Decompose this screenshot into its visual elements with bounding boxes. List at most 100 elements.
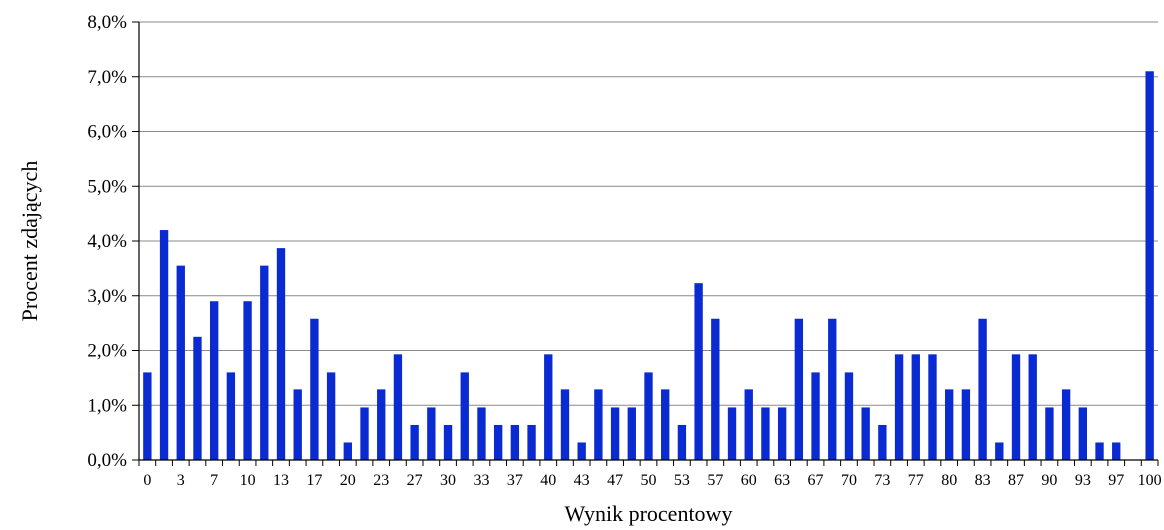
bar bbox=[878, 424, 887, 460]
x-tick-label: 77 bbox=[908, 472, 924, 489]
x-tick-label: 67 bbox=[808, 472, 824, 489]
x-tick-label: 60 bbox=[741, 472, 757, 489]
bar bbox=[627, 407, 636, 460]
bar bbox=[861, 407, 870, 460]
x-tick-label: 10 bbox=[240, 472, 256, 489]
bar bbox=[143, 372, 152, 460]
bar bbox=[260, 265, 269, 460]
bar bbox=[811, 372, 820, 460]
axes bbox=[138, 22, 1159, 466]
x-tick-label: 93 bbox=[1075, 472, 1091, 489]
bar bbox=[744, 389, 753, 460]
x-tick-label: 87 bbox=[1008, 472, 1024, 489]
bar bbox=[911, 354, 920, 460]
x-tick-label: 33 bbox=[473, 472, 489, 489]
bar bbox=[176, 265, 185, 460]
x-tick-label: 30 bbox=[440, 472, 456, 489]
bar bbox=[644, 372, 653, 460]
bar bbox=[1078, 407, 1088, 460]
y-tick-labels: 0,0% 1,0% 2,0% 3,0% 4,0% 5,0% 6,0% 7,0% 8,0% bbox=[87, 12, 127, 471]
bar bbox=[1011, 354, 1021, 460]
bar bbox=[276, 248, 286, 460]
bar bbox=[594, 389, 603, 460]
y-tick-label: 5,0% bbox=[87, 176, 127, 197]
bar bbox=[711, 318, 720, 460]
bar bbox=[544, 354, 553, 460]
bar bbox=[1061, 389, 1071, 460]
bar bbox=[995, 442, 1004, 460]
bar bbox=[293, 389, 302, 460]
x-tick-label: 17 bbox=[306, 472, 322, 489]
x-tick-label: 70 bbox=[841, 472, 857, 489]
bar bbox=[477, 407, 486, 460]
bar bbox=[377, 389, 386, 460]
bar bbox=[360, 407, 369, 460]
x-tick-label: 57 bbox=[707, 472, 723, 489]
bar bbox=[1028, 354, 1037, 460]
bar bbox=[326, 372, 336, 460]
x-tick-label: 43 bbox=[574, 472, 590, 489]
x-tick-label: 27 bbox=[407, 472, 423, 489]
bar bbox=[794, 318, 804, 460]
bar bbox=[777, 407, 787, 460]
bar bbox=[961, 389, 971, 460]
x-tick-label: 23 bbox=[373, 472, 389, 489]
bar bbox=[460, 372, 469, 460]
x-tick-label: 7 bbox=[210, 472, 218, 489]
bar bbox=[343, 442, 352, 460]
bar bbox=[243, 301, 252, 460]
bar bbox=[928, 354, 937, 460]
bar bbox=[1145, 71, 1154, 461]
bar bbox=[393, 354, 403, 460]
x-tick-label: 50 bbox=[641, 472, 657, 489]
bar bbox=[410, 424, 419, 460]
bar bbox=[610, 407, 620, 460]
y-tick-label: 0,0% bbox=[87, 450, 127, 471]
x-tick-label: 13 bbox=[273, 472, 289, 489]
x-tick-label: 47 bbox=[607, 472, 623, 489]
y-tick-label: 2,0% bbox=[87, 341, 127, 362]
bar bbox=[1045, 407, 1054, 460]
gridlines bbox=[132, 21, 1158, 461]
y-tick-label: 7,0% bbox=[87, 67, 127, 88]
bar bbox=[844, 372, 854, 460]
x-tick-labels: 0 3 7 10 13 17 20 23 27 30 33 37 40 43 47 50 53 57 60 63 67 7… bbox=[143, 472, 1161, 489]
x-tick-label: 90 bbox=[1041, 472, 1057, 489]
y-tick-label: 6,0% bbox=[87, 122, 127, 143]
bar bbox=[661, 389, 670, 460]
y-tick-label: 3,0% bbox=[87, 286, 127, 307]
x-tick-label: 83 bbox=[975, 472, 991, 489]
bar bbox=[577, 442, 586, 460]
bar bbox=[677, 424, 687, 460]
bar bbox=[828, 318, 837, 460]
bar bbox=[443, 424, 453, 460]
bar bbox=[1112, 442, 1121, 460]
bar bbox=[727, 407, 737, 460]
x-tick-label: 20 bbox=[340, 472, 356, 489]
x-tick-label: 100 bbox=[1138, 472, 1162, 489]
y-axis-title: Procent zdających bbox=[17, 161, 42, 322]
x-axis-title: Wynik procentowy bbox=[565, 501, 733, 526]
x-tick-label: 73 bbox=[874, 472, 890, 489]
bars bbox=[143, 71, 1154, 461]
bar bbox=[209, 301, 219, 460]
x-tick-label: 40 bbox=[540, 472, 556, 489]
x-tick-label: 53 bbox=[674, 472, 690, 489]
bar bbox=[226, 372, 236, 460]
y-tick-label: 4,0% bbox=[87, 231, 127, 252]
bar bbox=[193, 336, 202, 460]
bar bbox=[560, 389, 570, 460]
x-tick-label: 3 bbox=[177, 472, 185, 489]
y-tick-label: 8,0% bbox=[87, 12, 127, 33]
y-tick-label: 1,0% bbox=[87, 395, 127, 416]
bar bbox=[978, 318, 987, 460]
bar bbox=[510, 424, 520, 460]
bar bbox=[761, 407, 770, 460]
x-tick-label: 37 bbox=[507, 472, 523, 489]
x-tick-label: 80 bbox=[941, 472, 957, 489]
bar bbox=[894, 354, 904, 460]
bar bbox=[159, 230, 169, 460]
bar bbox=[945, 389, 954, 460]
bar bbox=[694, 283, 703, 460]
